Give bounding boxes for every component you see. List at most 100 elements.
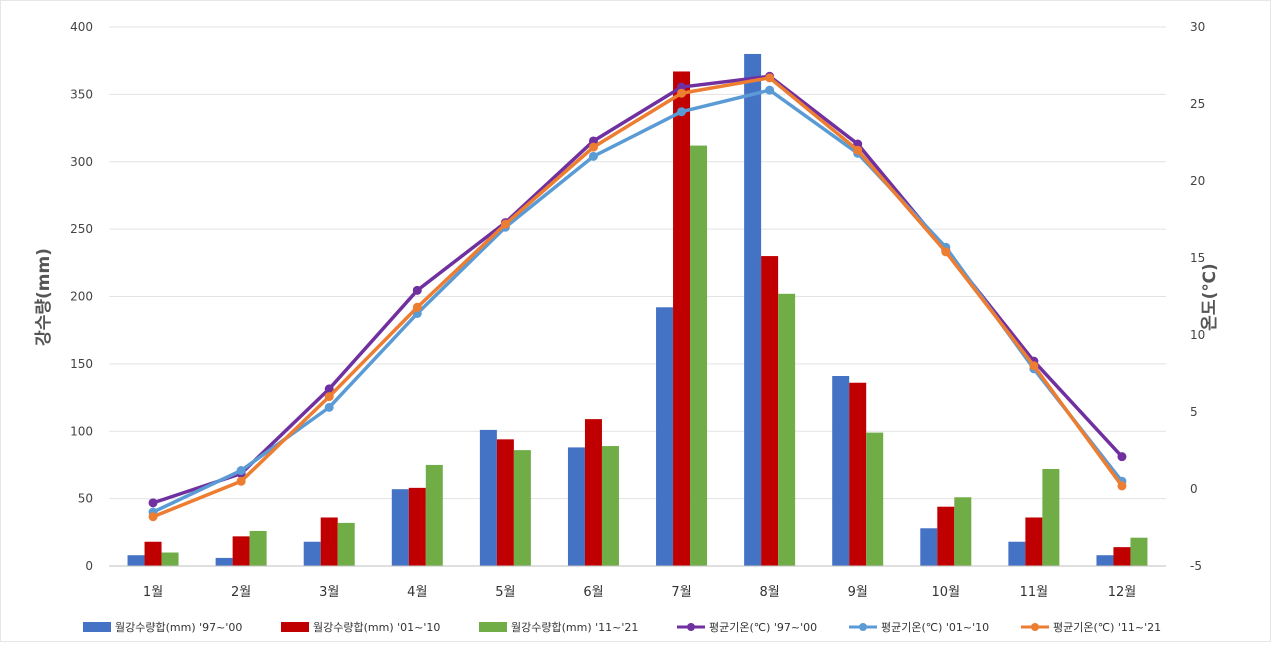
line-point bbox=[765, 73, 775, 83]
line-point bbox=[412, 285, 422, 295]
y-left-tick-label: 300 bbox=[70, 155, 93, 169]
y-right-tick-label: 0 bbox=[1190, 482, 1198, 496]
bar bbox=[391, 489, 409, 566]
line-point bbox=[677, 82, 687, 92]
legend-label: 월강수량합(mm) '97~'00 bbox=[115, 621, 242, 634]
line-point bbox=[1029, 361, 1039, 371]
y-left-tick-label: 150 bbox=[70, 357, 93, 371]
legend-bar-swatch bbox=[479, 622, 507, 632]
line-point bbox=[1117, 452, 1127, 462]
line-point bbox=[324, 392, 334, 402]
bar bbox=[479, 429, 497, 566]
line-point bbox=[677, 88, 687, 98]
bar-series-group bbox=[127, 53, 1148, 566]
bar bbox=[425, 464, 443, 566]
y-right-tick-label: 5 bbox=[1190, 405, 1198, 419]
legend-bar-swatch bbox=[281, 622, 309, 632]
line-point bbox=[148, 512, 158, 522]
legend-marker bbox=[1031, 623, 1039, 631]
bar bbox=[303, 541, 321, 566]
y-right-tick-label: 15 bbox=[1190, 251, 1205, 265]
bar bbox=[249, 530, 267, 566]
line-point bbox=[324, 402, 334, 412]
legend-label: 평균기온(℃) '11~'21 bbox=[1053, 621, 1161, 634]
bar bbox=[127, 555, 145, 566]
y-left-tick-label: 50 bbox=[78, 492, 93, 506]
legend-label: 평균기온(℃) '97~'00 bbox=[709, 621, 817, 634]
line-series-group bbox=[148, 71, 1127, 522]
legend-marker bbox=[687, 623, 695, 631]
bar bbox=[1042, 468, 1060, 566]
bar bbox=[1025, 517, 1043, 566]
line-point bbox=[500, 219, 510, 229]
line-point bbox=[324, 384, 334, 394]
bar bbox=[849, 382, 867, 566]
y-left-tick-label: 200 bbox=[70, 290, 93, 304]
bar bbox=[656, 307, 674, 566]
series-line bbox=[151, 88, 1124, 514]
y-axis-left-title: 강수량(mm) bbox=[34, 248, 54, 346]
x-tick-label: 7월 bbox=[671, 585, 691, 600]
x-tick-label: 11월 bbox=[1020, 585, 1049, 600]
bar bbox=[1113, 547, 1131, 566]
line-point bbox=[853, 145, 863, 155]
bar bbox=[920, 528, 938, 566]
line-point bbox=[236, 476, 246, 486]
y-right-tick-label: 25 bbox=[1190, 97, 1205, 111]
series-line bbox=[151, 76, 1124, 519]
gridlines bbox=[109, 26, 1166, 567]
y-left-tick-label: 350 bbox=[70, 87, 93, 101]
bar bbox=[408, 487, 426, 566]
bar bbox=[496, 439, 514, 566]
line-point bbox=[412, 302, 422, 312]
line-point bbox=[588, 151, 598, 161]
bar bbox=[567, 447, 585, 566]
bar bbox=[601, 446, 619, 566]
axes: 0 50 100 150 200 250 300 350 400 -5 0 5 10 15 20 25 30 1월… bbox=[70, 20, 1205, 600]
x-tick-label: 2월 bbox=[231, 585, 251, 600]
line-point bbox=[236, 466, 246, 476]
y-left-tick-label: 250 bbox=[70, 222, 93, 236]
x-tick-label: 8월 bbox=[760, 585, 780, 600]
y-left-tick-label: 0 bbox=[85, 559, 93, 573]
bar bbox=[744, 53, 762, 566]
y-axis-right-title: 온도(℃) bbox=[1200, 263, 1220, 330]
y-right-tick-label: 20 bbox=[1190, 174, 1205, 188]
bar bbox=[337, 522, 355, 566]
bar bbox=[513, 450, 531, 566]
legend-label: 월강수량합(mm) '11~'21 bbox=[511, 621, 638, 634]
bar bbox=[215, 557, 233, 566]
bar bbox=[832, 376, 850, 566]
line-point bbox=[765, 85, 775, 95]
x-tick-label: 12월 bbox=[1108, 585, 1137, 600]
bar bbox=[690, 145, 708, 566]
x-tick-label: 3월 bbox=[319, 585, 339, 600]
bar bbox=[761, 256, 779, 566]
line-point bbox=[588, 142, 598, 152]
x-tick-label: 4월 bbox=[407, 585, 427, 600]
legend-label: 평균기온(℃) '01~'10 bbox=[881, 621, 989, 634]
line-point bbox=[677, 107, 687, 117]
bar bbox=[584, 419, 602, 566]
bar bbox=[937, 506, 955, 566]
legend: 월강수량합(mm) '97~'00 월강수량합(mm) '01~'10 월강수량합(… bbox=[83, 621, 1161, 634]
bar bbox=[144, 541, 162, 566]
bar bbox=[954, 497, 972, 566]
x-tick-label: 5월 bbox=[495, 585, 515, 600]
y-right-tick-label: 10 bbox=[1190, 328, 1205, 342]
bar bbox=[1008, 541, 1026, 566]
x-tick-label: 1월 bbox=[143, 585, 163, 600]
x-tick-label: 6월 bbox=[583, 585, 603, 600]
x-tick-label: 10월 bbox=[932, 585, 961, 600]
line-point bbox=[588, 136, 598, 146]
bar bbox=[320, 517, 338, 566]
bar bbox=[1096, 555, 1114, 566]
legend-marker bbox=[859, 623, 867, 631]
bar bbox=[161, 552, 179, 566]
y-right-tick-label: 30 bbox=[1190, 20, 1205, 34]
line-point bbox=[148, 498, 158, 508]
bar bbox=[866, 432, 884, 566]
bar bbox=[232, 536, 250, 566]
